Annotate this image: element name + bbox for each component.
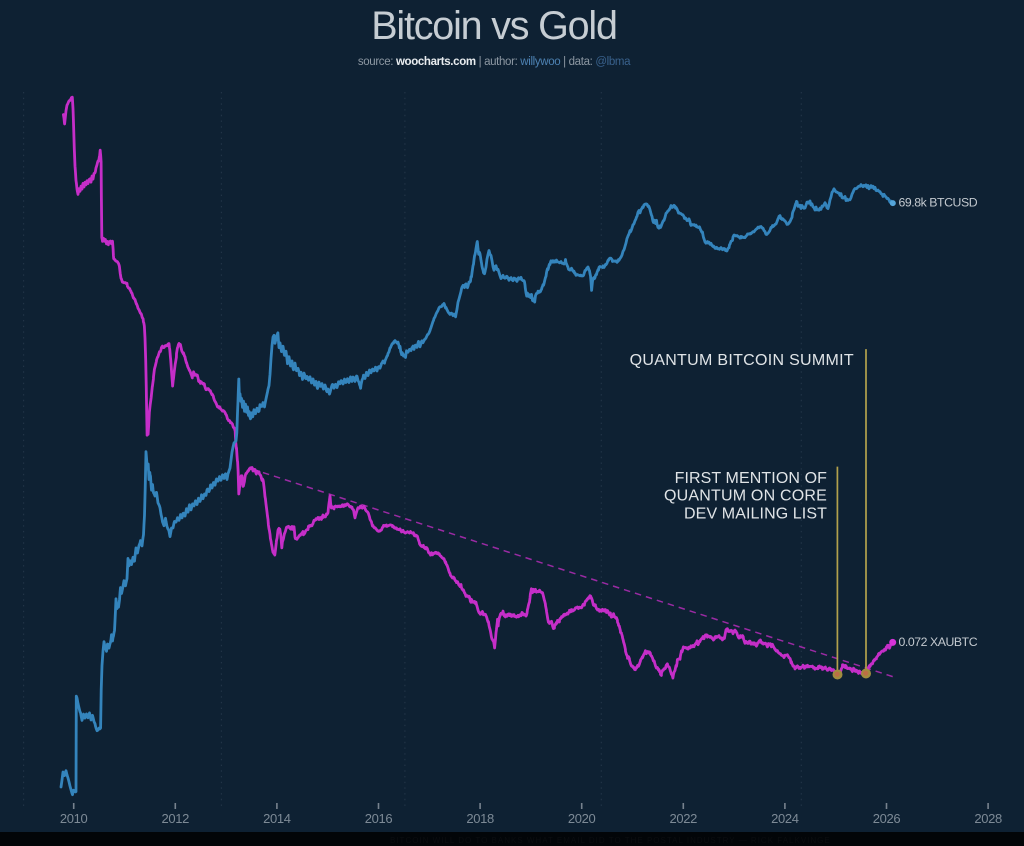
svg-text:2024: 2024 [771, 811, 799, 826]
svg-text:2020: 2020 [568, 811, 596, 826]
svg-text:QUANTUM ON CORE: QUANTUM ON CORE [664, 488, 827, 505]
svg-text:0.072 XAUBTC: 0.072 XAUBTC [899, 635, 978, 649]
svg-text:2026: 2026 [873, 811, 901, 826]
svg-text:2010: 2010 [60, 811, 88, 826]
svg-text:DEV MAILING LIST: DEV MAILING LIST [684, 505, 827, 522]
svg-text:2014: 2014 [263, 811, 291, 826]
svg-text:69.8k BTCUSD: 69.8k BTCUSD [899, 195, 978, 209]
svg-text:2012: 2012 [162, 811, 190, 826]
svg-text:2028: 2028 [974, 811, 1002, 826]
svg-text:2022: 2022 [670, 811, 698, 826]
svg-text:QUANTUM BITCOIN SUMMIT: QUANTUM BITCOIN SUMMIT [630, 352, 854, 369]
svg-text:2018: 2018 [466, 811, 494, 826]
svg-text:FIRST MENTION OF: FIRST MENTION OF [675, 470, 828, 487]
svg-text:2016: 2016 [365, 811, 393, 826]
